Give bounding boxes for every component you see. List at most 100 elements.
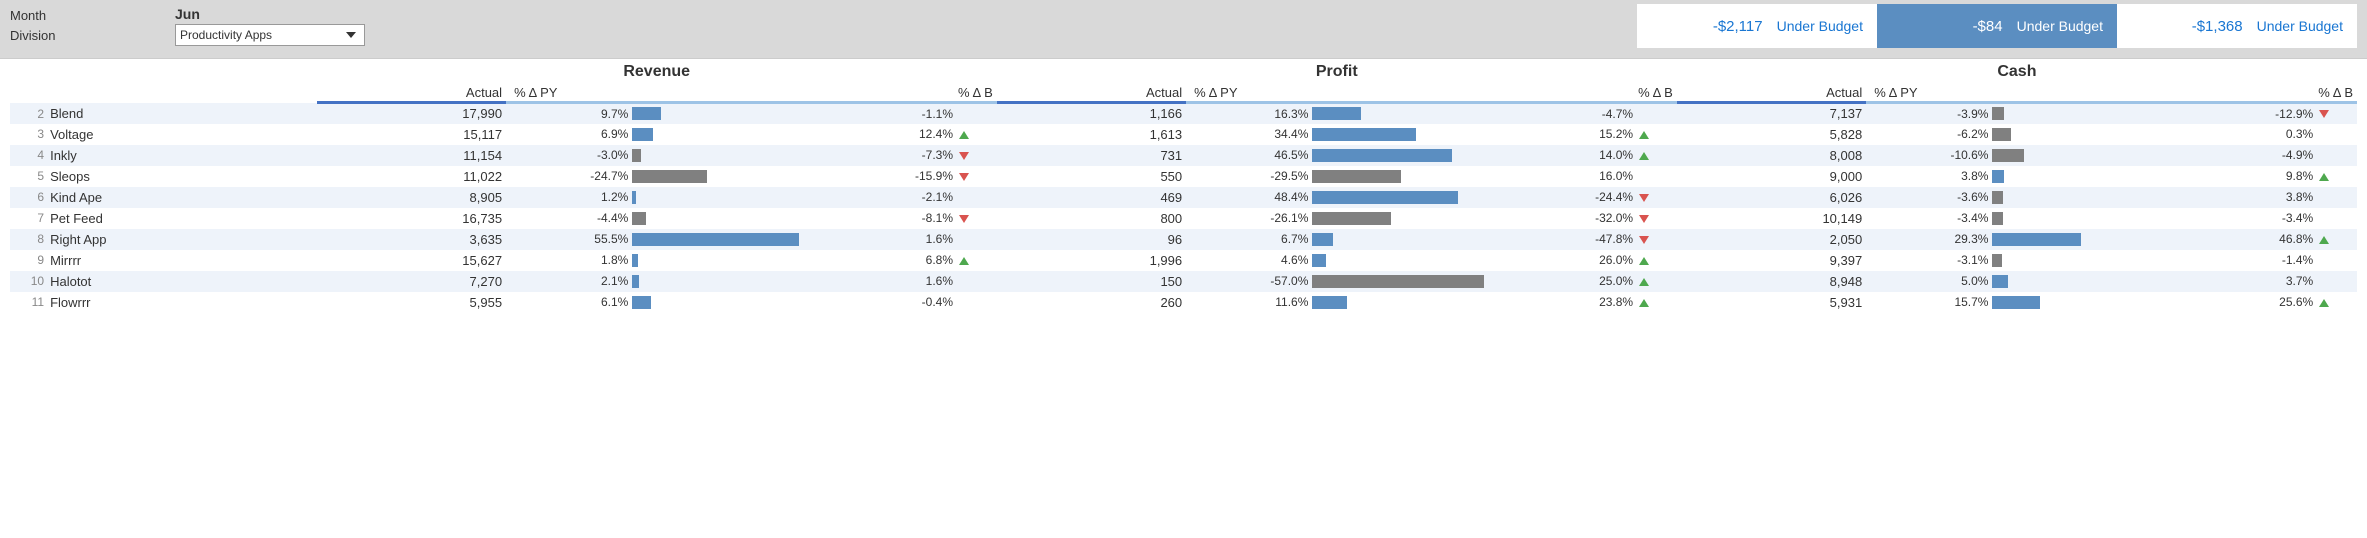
trend-indicator <box>1637 145 1677 166</box>
trend-indicator <box>957 250 997 271</box>
cell-b: -47.8% <box>1493 229 1637 250</box>
cell-actual: 3,635 <box>317 229 506 250</box>
py-bar <box>1992 292 2172 313</box>
py-bar <box>632 103 812 124</box>
cell-py: -3.1% <box>1866 250 1992 271</box>
cell-py: -57.0% <box>1186 271 1312 292</box>
col-b: % Δ B <box>1493 83 1677 103</box>
cell-py: 6.1% <box>506 292 632 313</box>
table-row: 10Halotot7,2702.1%1.6%150-57.0%25.0%8,94… <box>10 271 2357 292</box>
col-actual: Actual <box>997 83 1186 103</box>
table-body: 2Blend17,9909.7%-1.1%1,16616.3%-4.7%7,13… <box>10 103 2357 313</box>
summary-cards: -$2,117Under Budget-$84Under Budget-$1,3… <box>1637 4 2357 48</box>
trend-indicator <box>957 271 997 292</box>
col-actual: Actual <box>317 83 506 103</box>
cell-b: -7.3% <box>813 145 957 166</box>
cell-py: 11.6% <box>1186 292 1312 313</box>
row-name: Kind Ape <box>46 187 317 208</box>
cell-b: -24.4% <box>1493 187 1637 208</box>
trend-indicator <box>957 208 997 229</box>
cell-b: 16.0% <box>1493 166 1637 187</box>
cell-actual: 9,000 <box>1677 166 1866 187</box>
table-row: 5Sleops11,022-24.7%-15.9%550-29.5%16.0%9… <box>10 166 2357 187</box>
card-label: Under Budget <box>1777 18 1863 34</box>
trend-indicator <box>957 166 997 187</box>
cell-actual: 11,022 <box>317 166 506 187</box>
cell-actual: 5,828 <box>1677 124 1866 145</box>
summary-card[interactable]: -$84Under Budget <box>1877 4 2117 48</box>
cell-py: 2.1% <box>506 271 632 292</box>
trend-indicator <box>2317 271 2357 292</box>
triangle-down-icon <box>2319 110 2329 118</box>
cell-py: 1.2% <box>506 187 632 208</box>
col-py: % Δ PY <box>1186 83 1493 103</box>
cell-b: 6.8% <box>813 250 957 271</box>
cell-py: 29.3% <box>1866 229 1992 250</box>
cell-py: -3.9% <box>1866 103 1992 124</box>
trend-indicator <box>957 229 997 250</box>
cell-py: 55.5% <box>506 229 632 250</box>
py-bar <box>632 229 812 250</box>
trend-indicator <box>1637 229 1677 250</box>
cell-py: 1.8% <box>506 250 632 271</box>
row-name: Voltage <box>46 124 317 145</box>
group-header-row: Revenue Profit Cash <box>10 61 2357 83</box>
col-py: % Δ PY <box>506 83 813 103</box>
cell-actual: 6,026 <box>1677 187 1866 208</box>
cell-b: 25.0% <box>1493 271 1637 292</box>
cell-py: 48.4% <box>1186 187 1312 208</box>
row-index: 9 <box>10 250 46 271</box>
table-row: 2Blend17,9909.7%-1.1%1,16616.3%-4.7%7,13… <box>10 103 2357 124</box>
cell-actual: 550 <box>997 166 1186 187</box>
trend-indicator <box>2317 145 2357 166</box>
cell-b: 14.0% <box>1493 145 1637 166</box>
cell-py: -3.4% <box>1866 208 1992 229</box>
triangle-up-icon <box>1639 278 1649 286</box>
triangle-down-icon <box>1639 236 1649 244</box>
column-header-row: Actual % Δ PY % Δ B Actual % Δ PY % Δ B … <box>10 83 2357 103</box>
cell-py: -26.1% <box>1186 208 1312 229</box>
row-index: 5 <box>10 166 46 187</box>
cell-py: -10.6% <box>1866 145 1992 166</box>
cell-b: -12.9% <box>2173 103 2317 124</box>
py-bar <box>1992 103 2172 124</box>
cell-py: -4.4% <box>506 208 632 229</box>
division-select[interactable]: Productivity Apps <box>175 24 365 46</box>
cell-py: 15.7% <box>1866 292 1992 313</box>
cell-py: -29.5% <box>1186 166 1312 187</box>
col-b: % Δ B <box>2173 83 2357 103</box>
row-index: 7 <box>10 208 46 229</box>
trend-indicator <box>1637 103 1677 124</box>
cell-actual: 8,008 <box>1677 145 1866 166</box>
cell-b: 26.0% <box>1493 250 1637 271</box>
triangle-up-icon <box>2319 173 2329 181</box>
group-header-profit: Profit <box>997 61 1677 83</box>
triangle-up-icon <box>2319 236 2329 244</box>
py-bar <box>632 187 812 208</box>
cell-b: -4.9% <box>2173 145 2317 166</box>
py-bar <box>1992 187 2172 208</box>
row-name: Right App <box>46 229 317 250</box>
cell-actual: 15,117 <box>317 124 506 145</box>
py-bar <box>632 166 812 187</box>
cell-py: 34.4% <box>1186 124 1312 145</box>
row-name: Sleops <box>46 166 317 187</box>
py-bar <box>632 292 812 313</box>
cell-actual: 150 <box>997 271 1186 292</box>
row-index: 10 <box>10 271 46 292</box>
row-name: Pet Feed <box>46 208 317 229</box>
table-row: 9Mirrrr15,6271.8%6.8%1,9964.6%26.0%9,397… <box>10 250 2357 271</box>
cell-actual: 469 <box>997 187 1186 208</box>
cell-b: 3.8% <box>2173 187 2317 208</box>
py-bar <box>1992 271 2172 292</box>
filter-labels: Month Division <box>10 4 175 46</box>
summary-card[interactable]: -$1,368Under Budget <box>2117 4 2357 48</box>
py-bar <box>1312 208 1492 229</box>
cell-actual: 7,270 <box>317 271 506 292</box>
cell-actual: 731 <box>997 145 1186 166</box>
cell-py: 3.8% <box>1866 166 1992 187</box>
summary-card[interactable]: -$2,117Under Budget <box>1637 4 1877 48</box>
row-name: Inkly <box>46 145 317 166</box>
cell-b: 12.4% <box>813 124 957 145</box>
cell-actual: 10,149 <box>1677 208 1866 229</box>
